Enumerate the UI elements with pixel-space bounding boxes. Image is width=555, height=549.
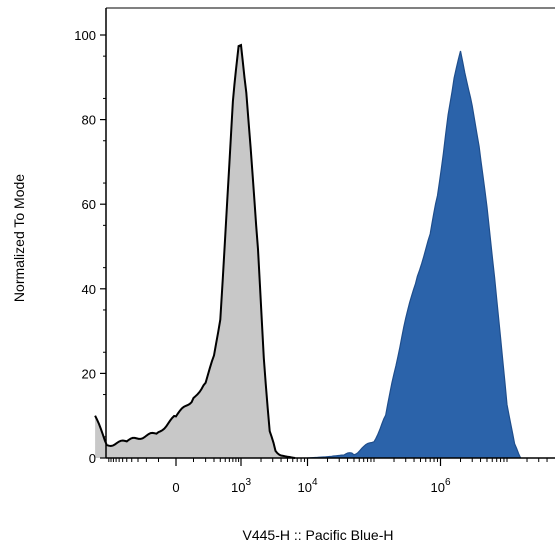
- tick-marks: [100, 34, 548, 466]
- y-tick-label: 20: [82, 366, 96, 381]
- series-1-fill: [95, 45, 296, 458]
- y-tick-label: 40: [82, 282, 96, 297]
- y-tick-label: 60: [82, 197, 96, 212]
- y-axis-title: Normalized To Mode: [11, 174, 27, 302]
- series-2-outline: [307, 50, 522, 459]
- x-tick-label: 104: [297, 477, 317, 495]
- tick-labels: 0 20 40 60 80 100 0 103 104 106: [74, 28, 451, 495]
- y-tick-label: 100: [74, 28, 96, 43]
- y-tick-label: 80: [82, 113, 96, 128]
- y-tick-label: 0: [89, 451, 96, 466]
- x-tick-label: 0: [172, 480, 179, 495]
- plot-series: [94, 43, 522, 459]
- x-tick-label: 106: [430, 477, 450, 495]
- series-2-fill: [307, 51, 521, 458]
- series-1-outline: [94, 43, 296, 459]
- x-axis-title: V445-H :: Pacific Blue-H: [243, 527, 394, 543]
- x-tick-label: 103: [231, 477, 251, 495]
